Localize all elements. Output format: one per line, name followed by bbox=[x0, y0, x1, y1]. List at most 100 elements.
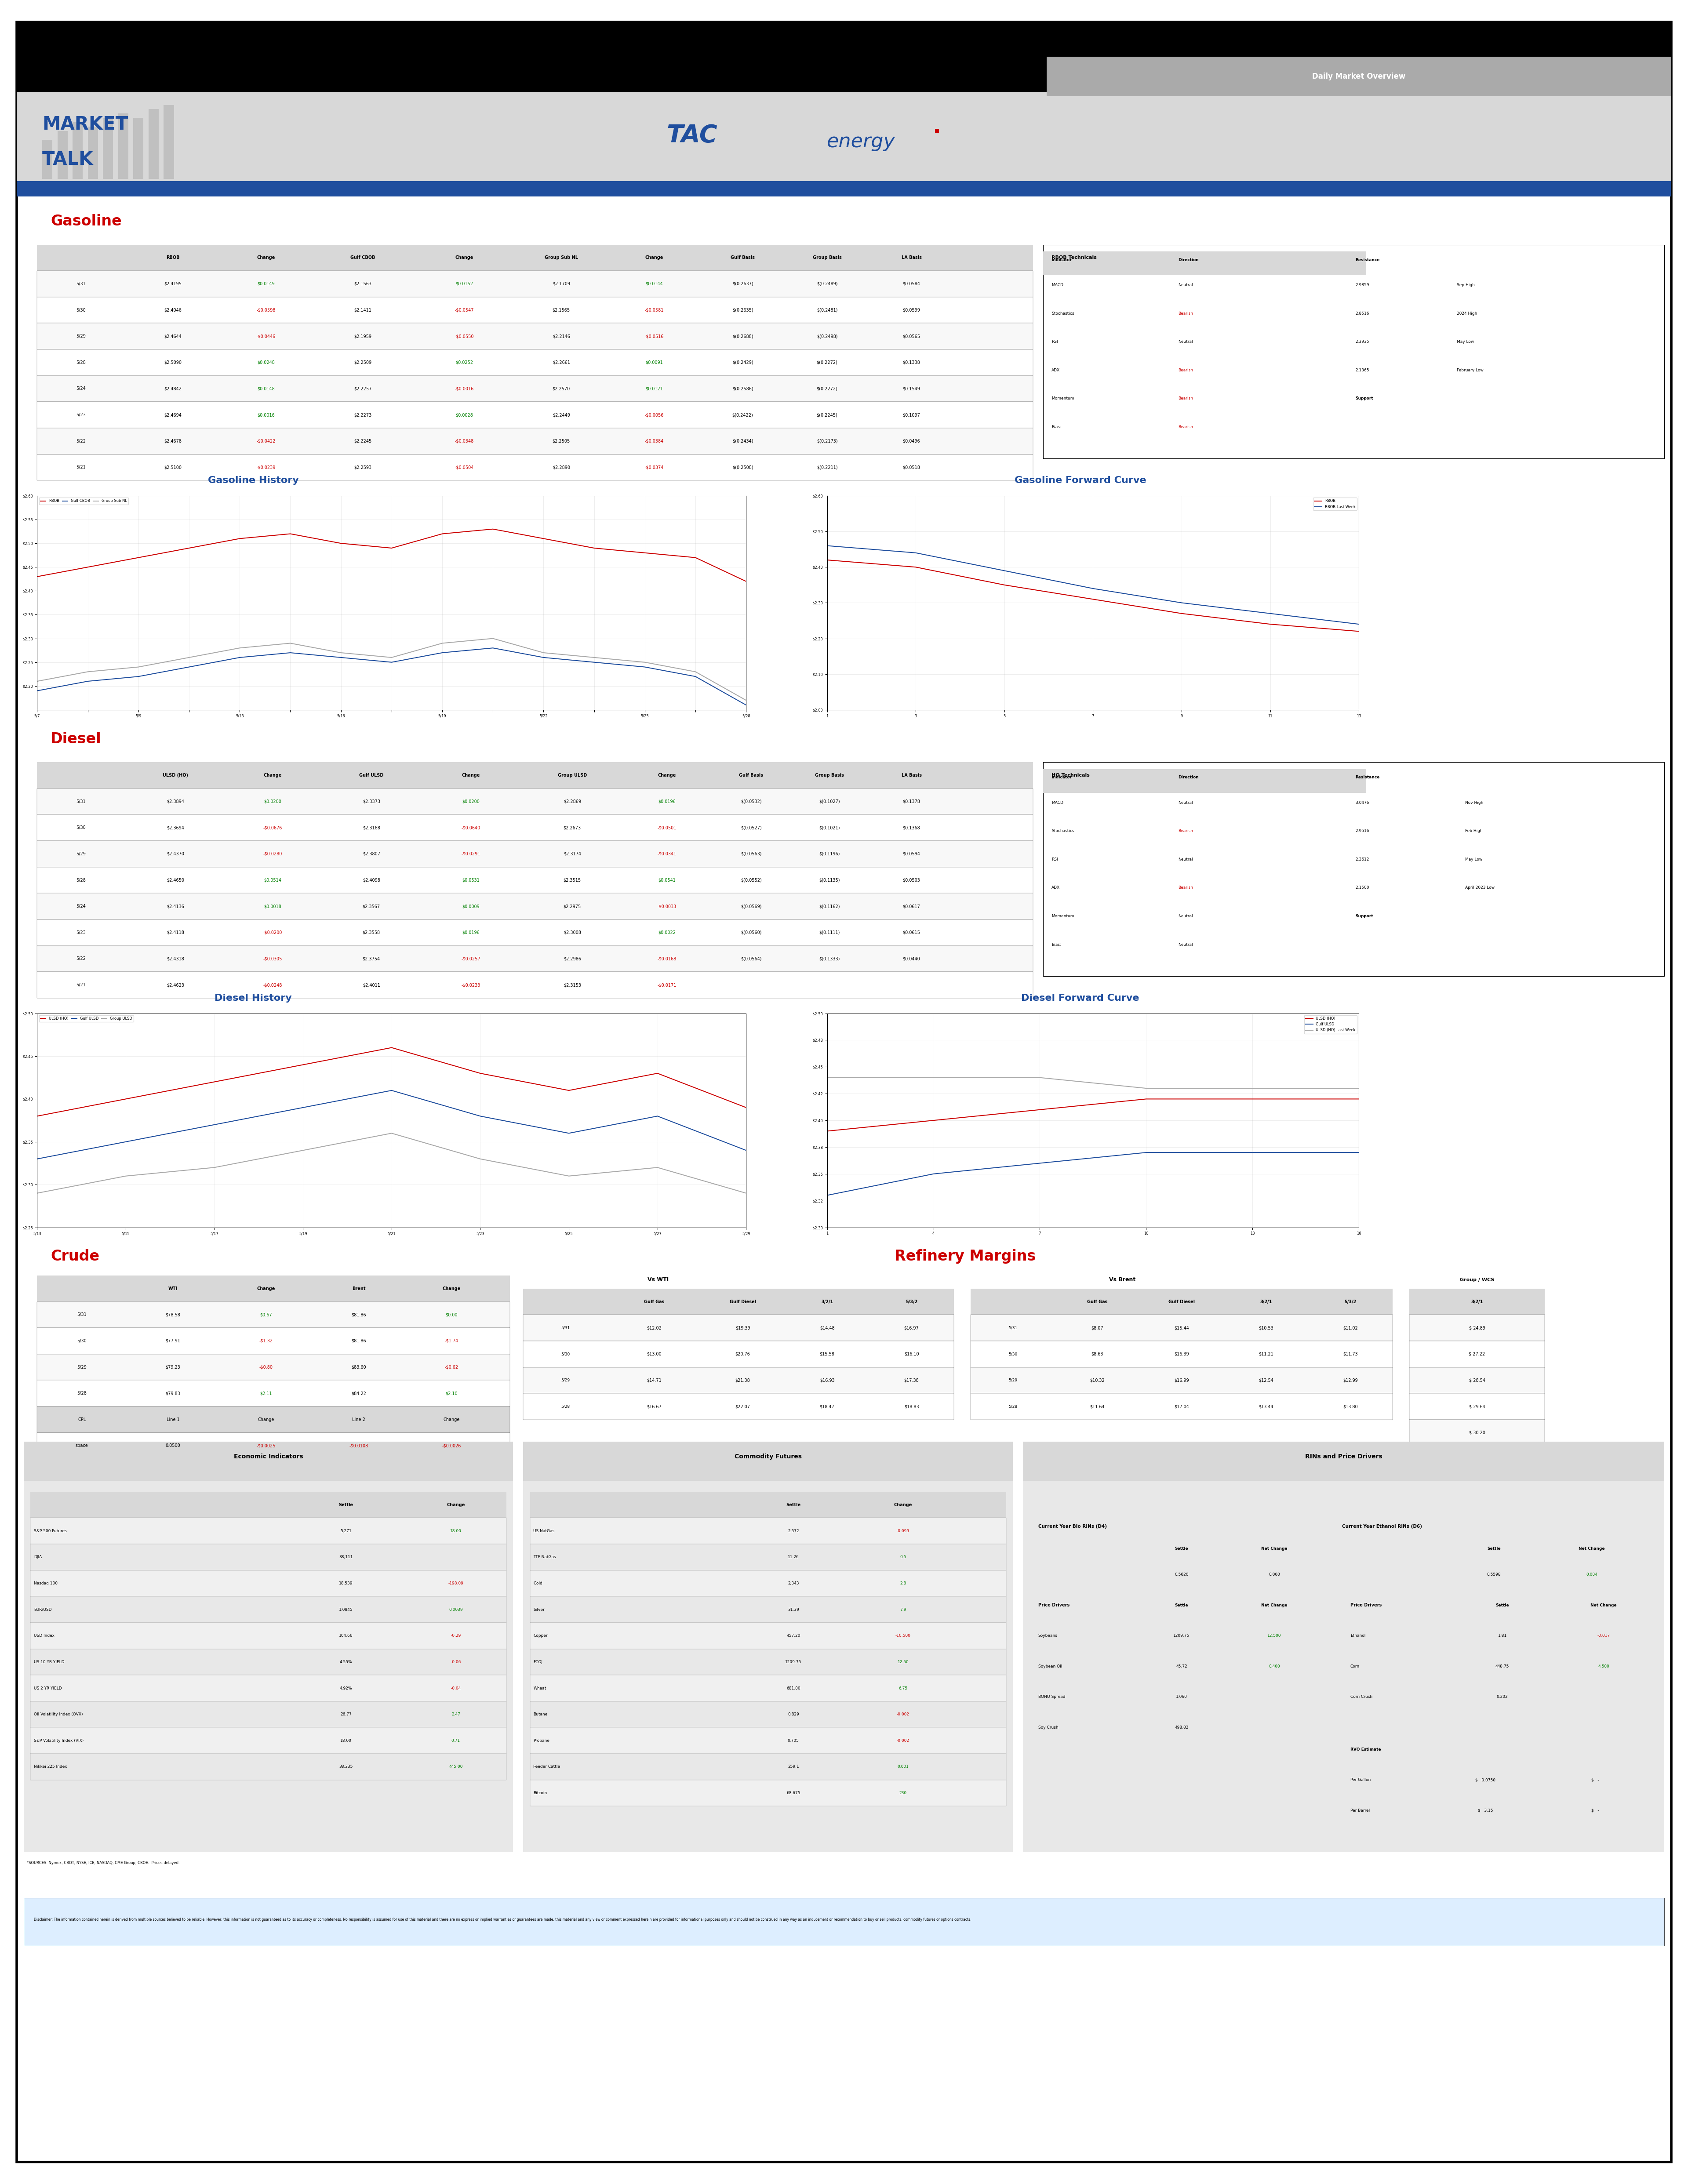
Text: 2.8: 2.8 bbox=[900, 1581, 906, 1586]
Bar bbox=[37, 1302, 510, 1328]
Text: $2.4118: $2.4118 bbox=[167, 930, 184, 935]
Bar bbox=[523, 1441, 1013, 1481]
Bar bbox=[118, 114, 128, 179]
Bar bbox=[37, 297, 1033, 323]
Text: 3/2/1: 3/2/1 bbox=[1470, 1299, 1484, 1304]
Gulf ULSD bbox=[648, 1103, 668, 1129]
Text: -$0.0026: -$0.0026 bbox=[442, 1444, 461, 1448]
Bar bbox=[37, 323, 1033, 349]
Text: Diesel: Diesel bbox=[51, 732, 101, 747]
Bar bbox=[1409, 1289, 1545, 1315]
Text: Change: Change bbox=[447, 1503, 464, 1507]
Text: Gulf Diesel: Gulf Diesel bbox=[729, 1299, 756, 1304]
Text: Gulf Basis: Gulf Basis bbox=[739, 773, 763, 778]
Text: $2.3168: $2.3168 bbox=[363, 826, 380, 830]
Text: 5/29: 5/29 bbox=[78, 1365, 86, 1369]
Text: LA Basis: LA Basis bbox=[901, 256, 922, 260]
Text: $16.67: $16.67 bbox=[647, 1404, 662, 1409]
ULSD (HO) bbox=[27, 1103, 47, 1129]
Text: -$0.0384: -$0.0384 bbox=[645, 439, 663, 443]
Text: 18.00: 18.00 bbox=[451, 1529, 461, 1533]
Bar bbox=[37, 376, 1033, 402]
Text: $2.3174: $2.3174 bbox=[564, 852, 581, 856]
Text: $(0.0569): $(0.0569) bbox=[741, 904, 761, 909]
ULSD (HO) bbox=[381, 1035, 402, 1061]
Text: 2.8516: 2.8516 bbox=[1355, 312, 1369, 314]
Text: $12.02: $12.02 bbox=[647, 1326, 662, 1330]
Group Sub NL bbox=[78, 660, 98, 686]
Text: 1.81: 1.81 bbox=[1497, 1634, 1507, 1638]
Text: $2.2257: $2.2257 bbox=[354, 387, 371, 391]
Text: $2.4842: $2.4842 bbox=[164, 387, 182, 391]
Text: $2.3567: $2.3567 bbox=[363, 904, 380, 909]
Text: Indicator: Indicator bbox=[1052, 258, 1072, 262]
Text: $0.1378: $0.1378 bbox=[903, 799, 920, 804]
Text: $2.2661: $2.2661 bbox=[552, 360, 571, 365]
Text: Nasdaq 100: Nasdaq 100 bbox=[34, 1581, 57, 1586]
Text: Vs Brent: Vs Brent bbox=[1109, 1278, 1136, 1282]
Bar bbox=[971, 1315, 1393, 1341]
Group ULSD bbox=[736, 1179, 756, 1206]
Text: Settle: Settle bbox=[1487, 1546, 1501, 1551]
Gulf ULSD bbox=[1349, 1140, 1369, 1166]
ULSD (HO) bbox=[1349, 1085, 1369, 1112]
Text: -$0.0056: -$0.0056 bbox=[645, 413, 663, 417]
Text: 5/31: 5/31 bbox=[76, 282, 86, 286]
Line: Gulf ULSD: Gulf ULSD bbox=[827, 1153, 1359, 1195]
Text: ULSD (HO): ULSD (HO) bbox=[162, 773, 189, 778]
Bar bbox=[103, 118, 113, 179]
Text: -$0.0016: -$0.0016 bbox=[454, 387, 474, 391]
Text: CPL: CPL bbox=[78, 1417, 86, 1422]
Gulf CBOB bbox=[635, 653, 655, 679]
Text: 4.55%: 4.55% bbox=[339, 1660, 353, 1664]
Text: 5,271: 5,271 bbox=[341, 1529, 351, 1533]
Text: $0.0149: $0.0149 bbox=[257, 282, 275, 286]
Text: $2.1709: $2.1709 bbox=[552, 282, 571, 286]
Text: Corn: Corn bbox=[1350, 1664, 1361, 1669]
Text: $2.2986: $2.2986 bbox=[564, 957, 581, 961]
ULSD (HO) Last Week bbox=[923, 1064, 944, 1090]
Gulf CBOB bbox=[533, 644, 554, 670]
Text: $2.3558: $2.3558 bbox=[363, 930, 380, 935]
Bar bbox=[37, 454, 1033, 480]
Bar bbox=[523, 1393, 954, 1420]
Bar bbox=[971, 1289, 1393, 1315]
Text: 259.1: 259.1 bbox=[788, 1765, 798, 1769]
Text: 0.71: 0.71 bbox=[451, 1738, 461, 1743]
Text: 498.82: 498.82 bbox=[1175, 1725, 1188, 1730]
Bar bbox=[24, 1441, 513, 1481]
Text: $2.3515: $2.3515 bbox=[564, 878, 581, 882]
Text: RVO Estimate: RVO Estimate bbox=[1350, 1747, 1381, 1752]
Text: $(0.1162): $(0.1162) bbox=[819, 904, 841, 909]
Bar bbox=[530, 1728, 1006, 1754]
Bar bbox=[17, 92, 1671, 183]
Text: 0.000: 0.000 bbox=[1269, 1572, 1280, 1577]
Text: $16.97: $16.97 bbox=[905, 1326, 918, 1330]
Text: $0.0503: $0.0503 bbox=[903, 878, 920, 882]
Text: Settle: Settle bbox=[339, 1503, 353, 1507]
Text: MARKET: MARKET bbox=[42, 116, 128, 133]
Text: RSI: RSI bbox=[1052, 341, 1058, 343]
Text: $0.0615: $0.0615 bbox=[903, 930, 920, 935]
Text: $0.0496: $0.0496 bbox=[903, 439, 920, 443]
ULSD (HO) bbox=[1030, 1096, 1050, 1123]
Text: $81.86: $81.86 bbox=[351, 1313, 366, 1317]
ULSD (HO) bbox=[559, 1077, 579, 1103]
Group Sub NL bbox=[635, 649, 655, 675]
Text: Group Basis: Group Basis bbox=[815, 773, 844, 778]
Text: S&P Volatility Index (VIX): S&P Volatility Index (VIX) bbox=[34, 1738, 83, 1743]
Bar bbox=[37, 271, 1033, 297]
Text: Nikkei 225 Index: Nikkei 225 Index bbox=[34, 1765, 68, 1769]
Text: 5/28: 5/28 bbox=[76, 360, 86, 365]
Text: $2.2273: $2.2273 bbox=[354, 413, 371, 417]
Text: $(0.0564): $(0.0564) bbox=[741, 957, 761, 961]
Line: ULSD (HO) Last Week: ULSD (HO) Last Week bbox=[827, 1077, 1359, 1088]
RBOB bbox=[1259, 612, 1280, 638]
Bar bbox=[523, 1367, 954, 1393]
Text: $(0.0563): $(0.0563) bbox=[741, 852, 761, 856]
Text: -$0.0025: -$0.0025 bbox=[257, 1444, 275, 1448]
Text: $2.4694: $2.4694 bbox=[164, 413, 182, 417]
Text: $13.80: $13.80 bbox=[1344, 1404, 1357, 1409]
Gulf ULSD bbox=[1242, 1140, 1263, 1166]
Text: $77.91: $77.91 bbox=[165, 1339, 181, 1343]
